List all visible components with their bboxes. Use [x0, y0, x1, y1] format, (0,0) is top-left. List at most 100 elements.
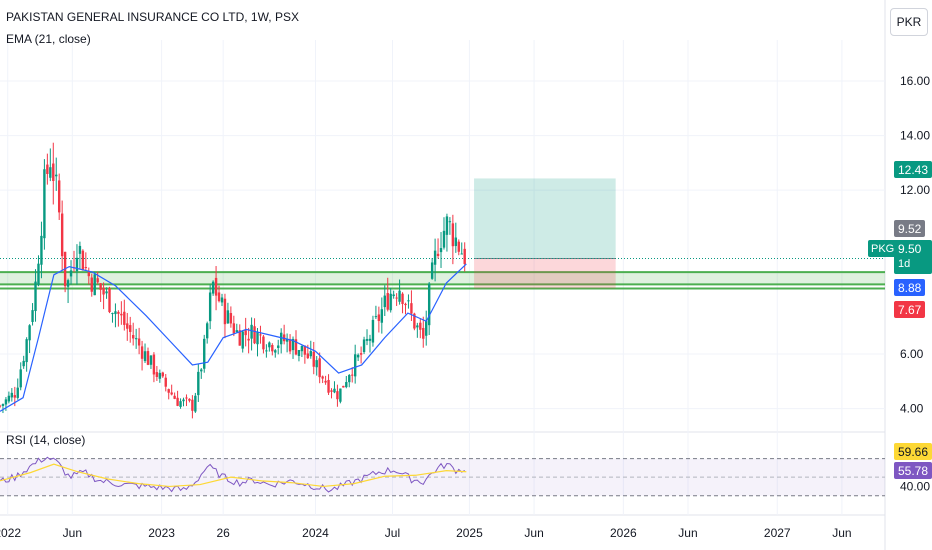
- candle-body: [342, 385, 345, 388]
- candle-body: [407, 300, 410, 302]
- candle-body: [10, 392, 14, 398]
- time-axis[interactable]: 2022 Jun 2023 26 2024 Jul 2025 Jun 2026 Jun 2027 Ju…: [0, 526, 852, 540]
- chart-title: PAKISTAN GENERAL INSURANCE CO LTD, 1W, P…: [6, 10, 299, 24]
- candle-body: [425, 320, 428, 336]
- candle-body: [306, 353, 310, 359]
- current-price-tag: 9.50 1d 18h: [894, 240, 932, 285]
- candle-body: [13, 395, 16, 398]
- candle-body: [0, 405, 2, 407]
- candle-body: [108, 288, 111, 313]
- current-price: 9.50: [898, 242, 922, 256]
- candle-body: [40, 235, 43, 265]
- price-candles: [0, 142, 466, 419]
- candle-body: [99, 283, 102, 290]
- candle-body: [291, 338, 295, 351]
- candle-body: [445, 216, 449, 235]
- last-high-tag: 9.52: [894, 220, 926, 237]
- candle-body: [371, 319, 375, 343]
- candle-body: [427, 283, 431, 326]
- support-zone-band: [0, 272, 885, 285]
- candle-body: [1, 404, 5, 406]
- time-tick-label: 2026: [610, 526, 637, 540]
- candle-body: [247, 338, 250, 341]
- candle-body: [250, 324, 253, 339]
- stop-price-tag: 7.67: [894, 301, 926, 318]
- candle-body: [19, 369, 22, 388]
- candle-body: [268, 342, 271, 348]
- long-position-tool[interactable]: [0, 178, 885, 289]
- candle-body: [87, 272, 90, 277]
- candle-body: [146, 351, 150, 365]
- candle-body: [137, 338, 141, 346]
- time-tick-label: 2023: [148, 526, 175, 540]
- candle-body: [448, 221, 452, 223]
- candle-body: [164, 377, 167, 387]
- candle-body: [161, 372, 164, 377]
- candle-body: [413, 313, 416, 329]
- candle-body: [383, 295, 386, 308]
- candle-body: [152, 354, 156, 375]
- rsi-ma-series: [0, 463, 467, 488]
- candle-body: [297, 350, 301, 356]
- candle-body: [345, 382, 348, 388]
- candle-body: [90, 277, 93, 292]
- candle-body: [134, 338, 138, 340]
- candle-body: [330, 390, 333, 392]
- grid: [0, 0, 886, 550]
- candle-body: [365, 339, 369, 341]
- candle-body: [386, 293, 389, 310]
- candle-body: [214, 277, 218, 296]
- candle-body: [84, 267, 88, 269]
- candle-body: [194, 395, 197, 412]
- entry-price-tag: 8.88: [894, 279, 926, 296]
- candle-body: [229, 313, 233, 324]
- candle-body: [49, 167, 52, 178]
- candle-body: [256, 331, 259, 345]
- rsi-pane: [0, 456, 885, 497]
- price-tick-label: 6.00: [900, 347, 924, 361]
- candle-body: [241, 331, 244, 349]
- time-tick-label: Jun: [63, 526, 82, 540]
- rsi-legend[interactable]: RSI (14, close): [6, 433, 86, 447]
- candle-body: [226, 310, 230, 324]
- candle-body: [120, 313, 123, 316]
- candle-body: [7, 395, 11, 402]
- time-tick-label: 2024: [302, 526, 329, 540]
- candle-body: [220, 297, 224, 303]
- ema-legend[interactable]: EMA (21, close): [6, 32, 91, 46]
- candle-body: [232, 323, 236, 334]
- candle-body: [182, 399, 185, 402]
- candle-body: [176, 397, 179, 406]
- candle-body: [398, 290, 401, 302]
- candle-body: [22, 360, 25, 367]
- candle-body: [265, 350, 268, 352]
- candle-body: [149, 355, 153, 365]
- candle-body: [66, 280, 70, 287]
- loss-zone: [474, 258, 616, 289]
- candle-body: [433, 250, 437, 265]
- candle-body: [410, 303, 413, 314]
- time-tick-label: Jun: [678, 526, 697, 540]
- candle-body: [285, 339, 289, 342]
- candle-body: [315, 360, 318, 368]
- candle-body: [351, 374, 354, 376]
- rsi-series: [0, 456, 465, 493]
- candle-body: [288, 339, 292, 352]
- currency-button[interactable]: PKR: [890, 8, 928, 36]
- candle-body: [34, 281, 37, 312]
- candle-body: [318, 358, 321, 378]
- candle-body: [460, 253, 463, 255]
- candle-body: [253, 326, 256, 344]
- candle-body: [274, 350, 277, 353]
- support-zone: [0, 271, 885, 290]
- candle-body: [271, 344, 274, 352]
- time-tick-label: 2025: [456, 526, 483, 540]
- candle-body: [327, 379, 330, 393]
- rsi-tick-label: 40.00: [900, 479, 930, 493]
- candle-body: [25, 339, 28, 363]
- candle-body: [123, 311, 126, 325]
- candle-body: [303, 345, 307, 355]
- candle-body: [262, 336, 265, 350]
- candle-body: [31, 310, 34, 322]
